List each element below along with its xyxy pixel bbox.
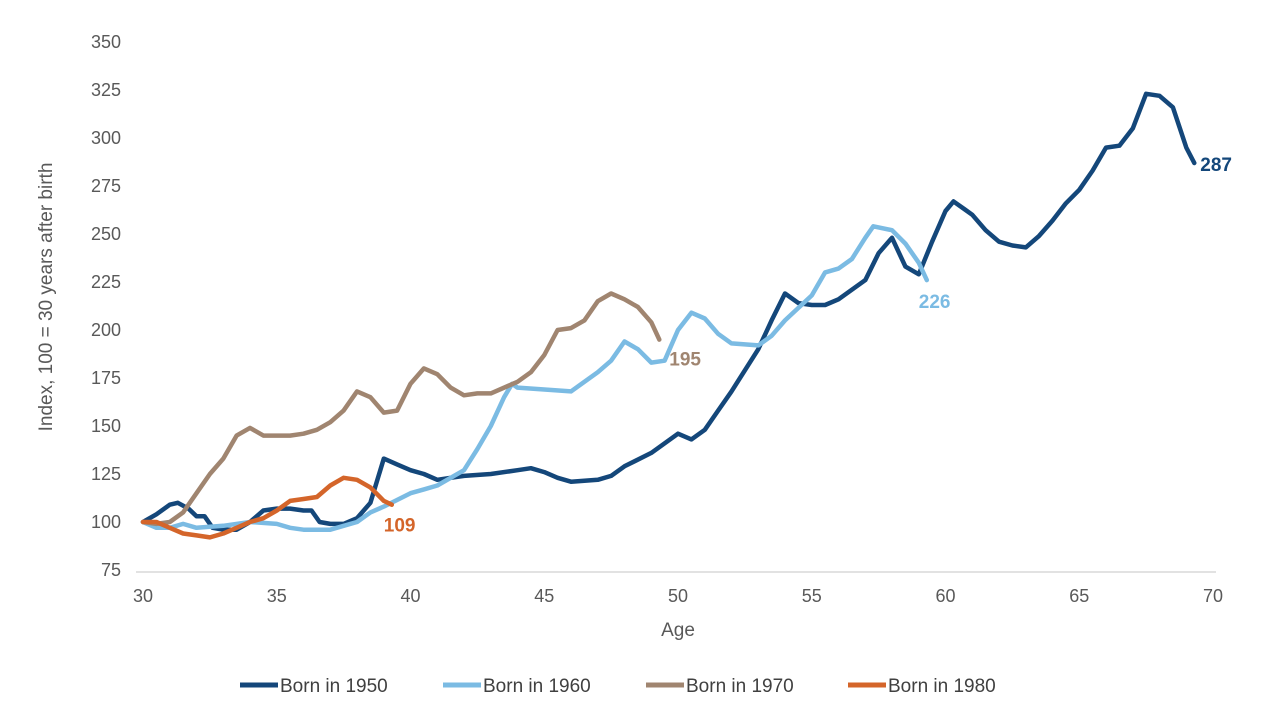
y-tick-label: 275: [91, 176, 121, 196]
x-tick-label: 50: [668, 586, 688, 606]
end-value-label: 287: [1200, 155, 1232, 176]
legend-label: Born in 1950: [280, 676, 388, 697]
legend-label: Born in 1970: [686, 676, 794, 697]
y-tick-label: 225: [91, 272, 121, 292]
y-tick-label: 75: [101, 560, 121, 580]
x-tick-label: 45: [534, 586, 554, 606]
y-tick-label: 350: [91, 32, 121, 52]
legend-label: Born in 1980: [888, 676, 996, 697]
legend: Born in 1950 Born in 1960 Born in 1970 Born…: [240, 676, 996, 697]
series-line-born-in-1960: [140, 224, 930, 532]
x-tick-label: 55: [802, 586, 822, 606]
x-tick-label: 65: [1069, 586, 1089, 606]
y-tick-label: 100: [91, 512, 121, 532]
y-tick-label: 250: [91, 224, 121, 244]
end-value-label: 109: [384, 516, 416, 537]
x-tick-label: 70: [1203, 586, 1223, 606]
y-tick-label: 150: [91, 416, 121, 436]
y-axis-title: Index, 100 = 30 years after birth: [36, 163, 57, 432]
y-tick-labels: 75 100 125 150 175 200 225 250 275 300 325 350: [91, 32, 121, 580]
legend-label: Born in 1960: [483, 676, 591, 697]
end-value-label: 226: [919, 292, 951, 313]
x-tick-label: 60: [935, 586, 955, 606]
series-line-born-in-1970: [140, 291, 662, 527]
y-tick-label: 325: [91, 80, 121, 100]
series-lines: [140, 91, 1197, 540]
series-line-born-in-1950: [140, 91, 1197, 532]
end-value-label: 195: [669, 350, 701, 371]
series-line-born-in-1980: [140, 475, 395, 540]
x-axis-title: Age: [661, 620, 695, 641]
x-tick-label: 40: [400, 586, 420, 606]
x-tick-label: 35: [267, 586, 287, 606]
y-tick-label: 125: [91, 464, 121, 484]
y-tick-label: 200: [91, 320, 121, 340]
end-labels: 287 226 195 109: [384, 155, 1232, 537]
x-tick-labels: 30 35 40 45 50 55 60 65 70: [133, 586, 1223, 606]
x-tick-label: 30: [133, 586, 153, 606]
y-tick-label: 300: [91, 128, 121, 148]
y-tick-label: 175: [91, 368, 121, 388]
